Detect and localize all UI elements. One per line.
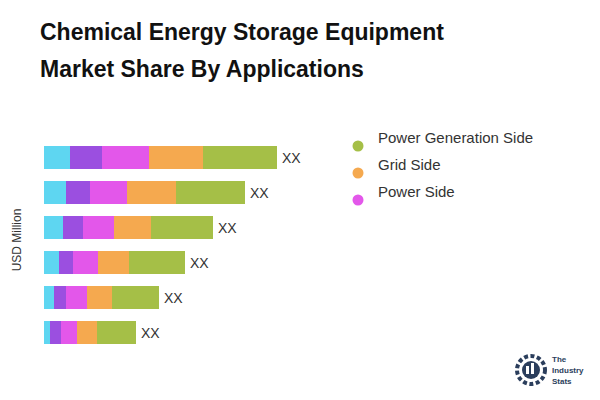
bar-label: XX	[164, 290, 183, 306]
title: Chemical Energy Storage EquipmentMarket …	[40, 19, 444, 82]
bar-segment	[44, 216, 63, 239]
bar-label: XX	[141, 325, 160, 341]
bar-label: XX	[282, 150, 301, 166]
chart: Chemical Energy Storage EquipmentMarket …	[0, 0, 600, 400]
legend-label: Power Side	[378, 183, 455, 200]
bar-label: XX	[190, 255, 209, 271]
legend-item: Grid Side	[353, 156, 441, 179]
logo-gear	[517, 356, 545, 384]
bar-segment	[127, 181, 176, 204]
bar-segment	[63, 216, 83, 239]
bar-segment	[59, 251, 73, 274]
bar-segment	[112, 286, 159, 309]
bar-segment	[149, 146, 203, 169]
legend-item: Power Generation Side	[353, 129, 534, 152]
bar-segment	[66, 181, 90, 204]
bar-segment	[77, 321, 97, 344]
bar-segment	[176, 181, 245, 204]
bar-segment	[98, 251, 129, 274]
legend-marker	[353, 195, 364, 206]
bar-segment	[83, 216, 114, 239]
bar-segment	[90, 181, 127, 204]
bar-segment	[151, 216, 213, 239]
logo-text: TheIndustryStats	[552, 355, 584, 386]
bar-segment	[54, 286, 66, 309]
bar-segment	[97, 321, 136, 344]
bar-segment	[66, 286, 87, 309]
logo: TheIndustryStats	[517, 355, 584, 386]
bar-label: XX	[218, 220, 237, 236]
bars	[44, 146, 277, 344]
bar-segment	[129, 251, 185, 274]
logo-bar	[526, 366, 529, 374]
bar-segment	[102, 146, 149, 169]
bar-segment	[73, 251, 98, 274]
bar-label: XX	[250, 185, 269, 201]
bar-segment	[44, 146, 70, 169]
logo-core	[522, 361, 540, 379]
bar-segment	[44, 251, 59, 274]
axis-label: USD Million	[10, 209, 24, 272]
bar-segment	[70, 146, 102, 169]
legend-label: Grid Side	[378, 156, 441, 173]
legend-marker	[353, 141, 364, 152]
bar-segment	[50, 321, 61, 344]
legend-item: Power Side	[353, 183, 455, 206]
bar-segment	[87, 286, 112, 309]
bar-segment	[61, 321, 77, 344]
bar-segment	[114, 216, 151, 239]
bar-segment	[44, 181, 66, 204]
bar-segment	[44, 286, 54, 309]
legend-marker	[353, 168, 364, 179]
bar-segment	[203, 146, 277, 169]
logo-bar	[531, 363, 534, 374]
bar-segment	[44, 321, 50, 344]
legend-label: Power Generation Side	[378, 129, 533, 146]
